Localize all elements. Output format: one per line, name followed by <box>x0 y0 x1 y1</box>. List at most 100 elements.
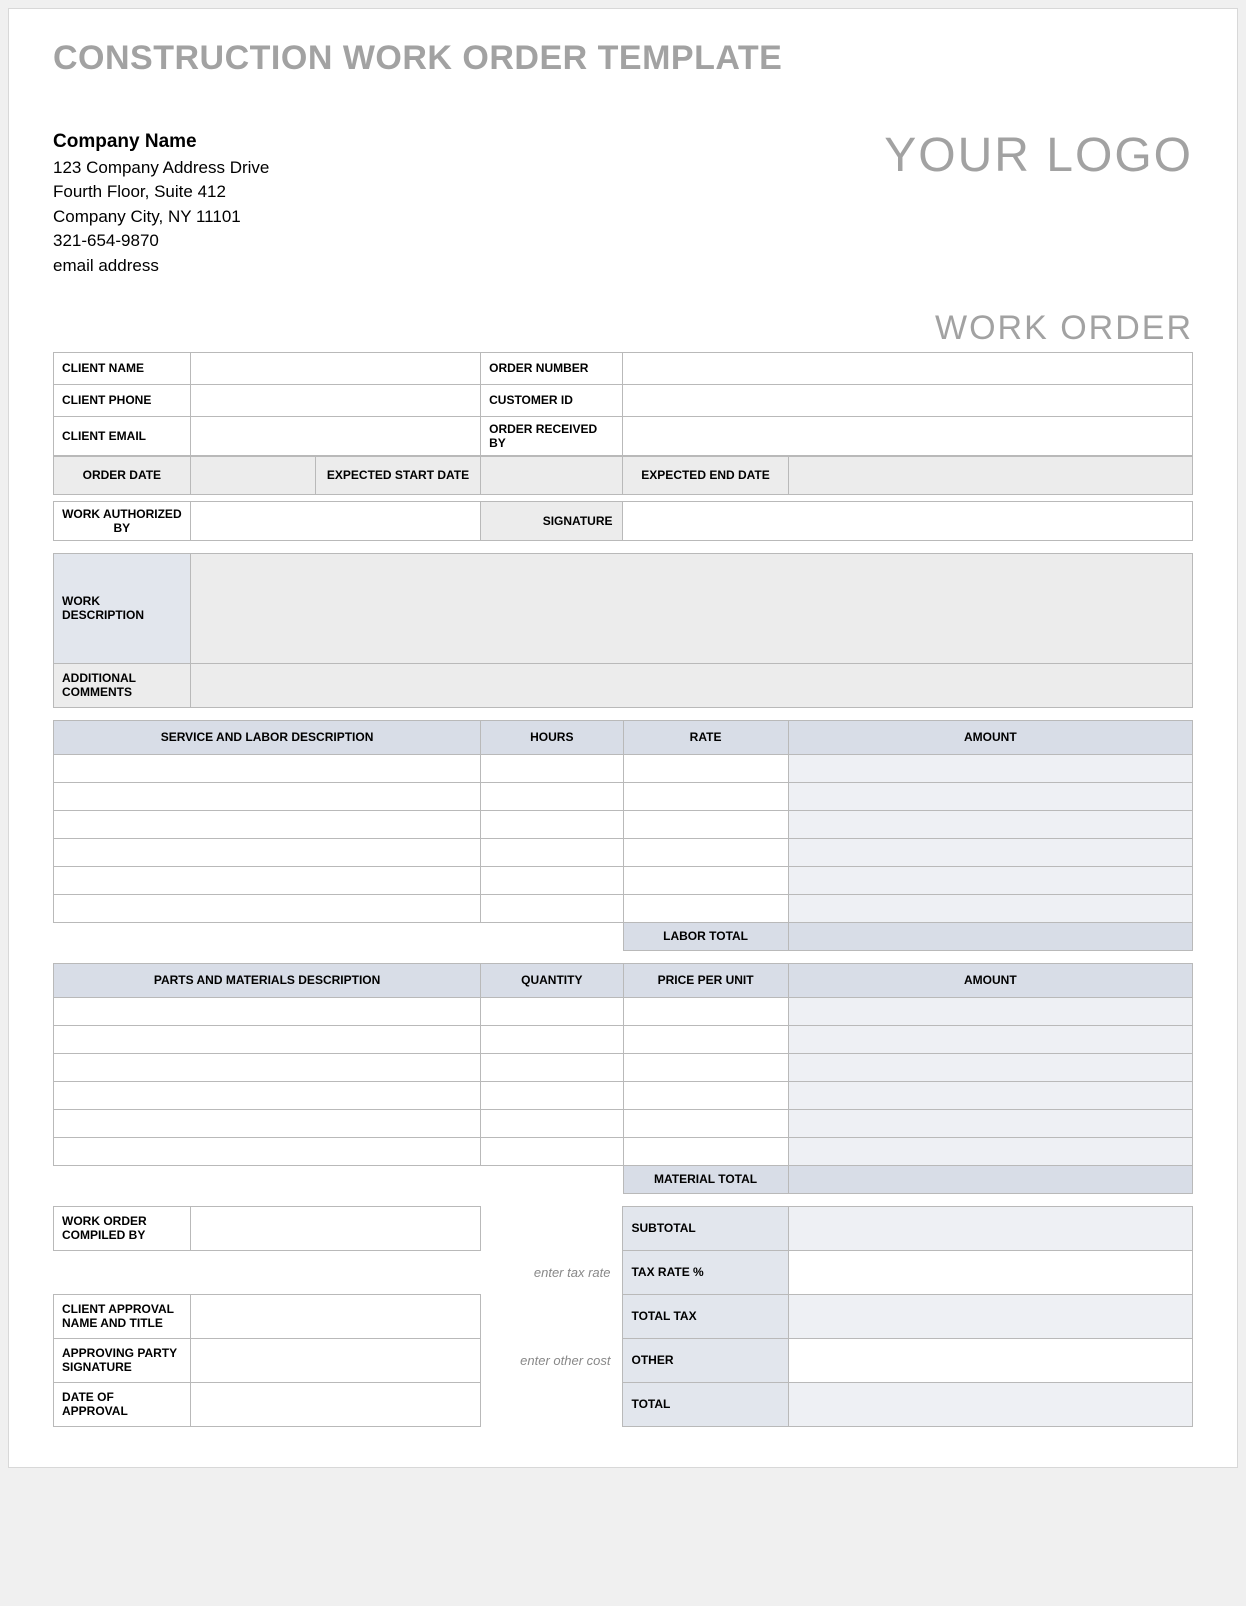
materials-row-amount[interactable] <box>788 997 1192 1025</box>
other-label: OTHER <box>623 1338 788 1382</box>
labor-row-desc[interactable] <box>54 894 481 922</box>
signature-value[interactable] <box>623 501 1193 540</box>
expected-start-label: EXPECTED START DATE <box>315 456 480 494</box>
materials-row-desc[interactable] <box>54 1081 481 1109</box>
date-approval-value[interactable] <box>190 1382 480 1426</box>
materials-row-price[interactable] <box>623 997 788 1025</box>
materials-row-desc[interactable] <box>54 1025 481 1053</box>
labor-row-desc[interactable] <box>54 866 481 894</box>
materials-row-qty[interactable] <box>481 1109 623 1137</box>
materials-row-desc[interactable] <box>54 1053 481 1081</box>
materials-row-qty[interactable] <box>481 1025 623 1053</box>
material-total-label: MATERIAL TOTAL <box>623 1165 788 1193</box>
other-value[interactable] <box>788 1338 1192 1382</box>
materials-row-price[interactable] <box>623 1025 788 1053</box>
expected-start-value[interactable] <box>481 456 623 494</box>
materials-row-amount[interactable] <box>788 1137 1192 1165</box>
client-email-value[interactable] <box>190 416 480 455</box>
materials-row-qty[interactable] <box>481 997 623 1025</box>
client-name-label: CLIENT NAME <box>54 352 191 384</box>
materials-row-amount[interactable] <box>788 1025 1192 1053</box>
labor-row-amount[interactable] <box>788 782 1192 810</box>
labor-hours-header: HOURS <box>481 720 623 754</box>
company-city-line: Company City, NY 11101 <box>53 205 269 230</box>
labor-rate-header: RATE <box>623 720 788 754</box>
labor-row-hours[interactable] <box>481 866 623 894</box>
labor-row-hours[interactable] <box>481 810 623 838</box>
order-date-value[interactable] <box>190 456 315 494</box>
customer-id-label: CUSTOMER ID <box>481 384 623 416</box>
materials-row-amount[interactable] <box>788 1053 1192 1081</box>
labor-row-hours[interactable] <box>481 754 623 782</box>
authorized-by-value[interactable] <box>190 501 480 540</box>
expected-end-value[interactable] <box>788 456 1192 494</box>
work-desc-label: WORK DESCRIPTION <box>54 553 191 663</box>
subtotal-value[interactable] <box>788 1206 1192 1250</box>
materials-row-qty[interactable] <box>481 1081 623 1109</box>
total-label: TOTAL <box>623 1382 788 1426</box>
material-total-value[interactable] <box>788 1165 1192 1193</box>
materials-row-price[interactable] <box>623 1109 788 1137</box>
materials-row-amount[interactable] <box>788 1109 1192 1137</box>
template-title: CONSTRUCTION WORK ORDER TEMPLATE <box>53 39 1193 78</box>
materials-row-desc[interactable] <box>54 1109 481 1137</box>
labor-row-rate[interactable] <box>623 782 788 810</box>
company-name: Company Name <box>53 128 269 156</box>
labor-row-rate[interactable] <box>623 754 788 782</box>
client-phone-value[interactable] <box>190 384 480 416</box>
labor-total-value[interactable] <box>788 922 1192 950</box>
approval-name-value[interactable] <box>190 1294 480 1338</box>
compiled-by-value[interactable] <box>190 1206 480 1250</box>
order-received-by-label: ORDER RECEIVED BY <box>481 416 623 455</box>
dates-table: ORDER DATE EXPECTED START DATE EXPECTED … <box>53 456 1193 495</box>
materials-row-price[interactable] <box>623 1053 788 1081</box>
labor-row-desc[interactable] <box>54 782 481 810</box>
materials-row-amount[interactable] <box>788 1081 1192 1109</box>
approval-name-label: CLIENT APPROVAL NAME AND TITLE <box>54 1294 191 1338</box>
tax-rate-hint: enter tax rate <box>481 1250 623 1294</box>
labor-desc-header: SERVICE AND LABOR DESCRIPTION <box>54 720 481 754</box>
labor-total-label: LABOR TOTAL <box>623 922 788 950</box>
company-address-1: 123 Company Address Drive <box>53 156 269 181</box>
labor-row-rate[interactable] <box>623 866 788 894</box>
header-row: Company Name 123 Company Address Drive F… <box>53 128 1193 279</box>
materials-row-price[interactable] <box>623 1081 788 1109</box>
total-value[interactable] <box>788 1382 1192 1426</box>
other-hint: enter other cost <box>481 1338 623 1382</box>
customer-id-value[interactable] <box>623 384 1193 416</box>
approving-sig-value[interactable] <box>190 1338 480 1382</box>
order-number-value[interactable] <box>623 352 1193 384</box>
materials-row-desc[interactable] <box>54 997 481 1025</box>
total-tax-label: TOTAL TAX <box>623 1294 788 1338</box>
labor-row-amount[interactable] <box>788 754 1192 782</box>
labor-row-rate[interactable] <box>623 810 788 838</box>
additional-comments-value[interactable] <box>190 663 1192 707</box>
labor-row-hours[interactable] <box>481 782 623 810</box>
materials-row-price[interactable] <box>623 1137 788 1165</box>
work-desc-value[interactable] <box>190 553 1192 663</box>
expected-end-label: EXPECTED END DATE <box>623 456 788 494</box>
total-tax-value[interactable] <box>788 1294 1192 1338</box>
labor-row-rate[interactable] <box>623 838 788 866</box>
order-received-by-value[interactable] <box>623 416 1193 455</box>
tax-rate-value[interactable] <box>788 1250 1192 1294</box>
labor-row-desc[interactable] <box>54 754 481 782</box>
materials-row-qty[interactable] <box>481 1053 623 1081</box>
labor-row-desc[interactable] <box>54 838 481 866</box>
labor-table: SERVICE AND LABOR DESCRIPTION HOURS RATE… <box>53 720 1193 951</box>
materials-desc-header: PARTS AND MATERIALS DESCRIPTION <box>54 963 481 997</box>
labor-row-amount[interactable] <box>788 866 1192 894</box>
date-approval-label: DATE OF APPROVAL <box>54 1382 191 1426</box>
labor-row-amount[interactable] <box>788 838 1192 866</box>
labor-row-amount[interactable] <box>788 810 1192 838</box>
client-name-value[interactable] <box>190 352 480 384</box>
labor-row-rate[interactable] <box>623 894 788 922</box>
labor-row-amount[interactable] <box>788 894 1192 922</box>
labor-row-desc[interactable] <box>54 810 481 838</box>
materials-row-desc[interactable] <box>54 1137 481 1165</box>
labor-row-hours[interactable] <box>481 838 623 866</box>
materials-row-qty[interactable] <box>481 1137 623 1165</box>
labor-row-hours[interactable] <box>481 894 623 922</box>
client-table: CLIENT NAME ORDER NUMBER CLIENT PHONE CU… <box>53 352 1193 456</box>
company-address-2: Fourth Floor, Suite 412 <box>53 180 269 205</box>
